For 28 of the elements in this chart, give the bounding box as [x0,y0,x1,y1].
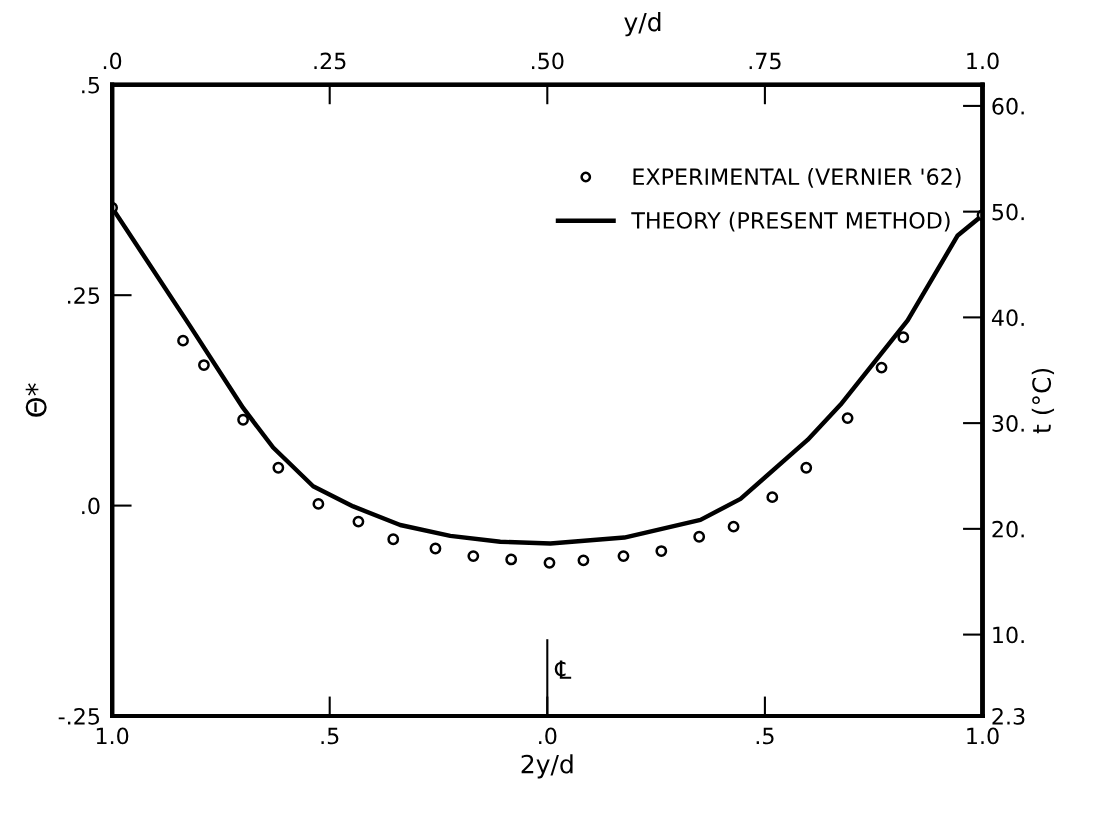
y2-tick-label: 2.3 [992,707,1025,725]
legend-label: THEORY (PRESENT METHOD) [631,211,950,232]
x-tick-label: 1.0 [967,727,999,745]
x2-tick-label: .0 [103,52,122,70]
y-tick-label: .0 [82,497,100,515]
x-axis-title: 2y/d [521,754,573,779]
x-tick-label: 1.0 [96,727,129,745]
x2-tick-label: .25 [314,52,346,70]
ref-line-label: ℄ [554,660,572,679]
y-axis-title: Θ* [25,383,47,417]
y-tick-label: .25 [68,287,100,304]
x2-tick-label: 1.0 [967,52,999,70]
x2-tick-label: .75 [749,52,781,70]
y-tick-label: .5 [82,77,100,94]
y2-tick-label: 20. [992,520,1024,538]
x-tick-label: .0 [539,727,557,745]
y2-tick-label: 60. [992,97,1024,115]
y2-tick-label: 50. [992,203,1024,221]
y2-axis-title: t (°C) [1031,368,1055,434]
y-tick-label: -.25 [58,707,100,725]
y2-tick-label: 10. [993,626,1024,644]
x-tick-label: .5 [756,727,774,745]
x2-tick-label: .50 [532,52,564,70]
x2-axis-title: y/d [624,12,661,37]
legend-label: EXPERIMENTAL (VERNIER '62) [633,167,961,188]
y2-tick-label: 40. [991,309,1024,327]
y2-tick-label: 30. [992,415,1024,432]
x-tick-label: .5 [321,727,339,745]
